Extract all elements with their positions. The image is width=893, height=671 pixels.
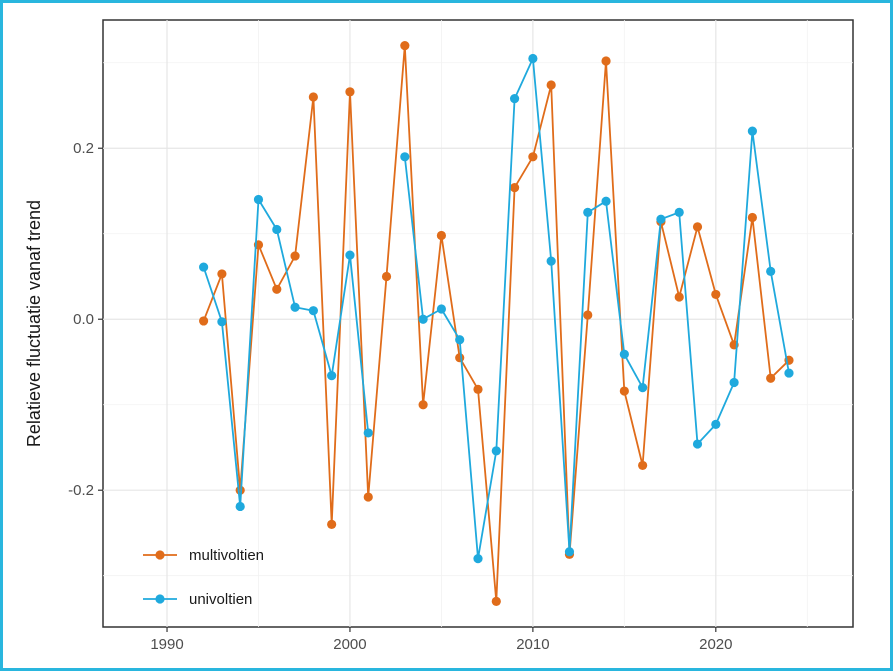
data-point-multivoltien bbox=[272, 284, 282, 294]
data-point-multivoltien bbox=[436, 230, 447, 241]
data-point-univoltien bbox=[418, 314, 428, 324]
data-point-univoltien bbox=[217, 317, 227, 327]
plot-panel bbox=[102, 19, 854, 628]
legend-item-univoltien: univoltien bbox=[143, 591, 252, 608]
data-point-univoltien bbox=[546, 256, 556, 266]
series-multivoltien bbox=[199, 41, 794, 606]
legend-label: univoltien bbox=[189, 591, 252, 608]
data-point-univoltien bbox=[528, 53, 538, 64]
data-point-multivoltien bbox=[711, 289, 721, 300]
data-point-multivoltien bbox=[327, 519, 337, 530]
x-tick-labels: 1990 2000 2010 2020 bbox=[150, 636, 732, 653]
data-point-multivoltien bbox=[363, 492, 373, 502]
data-point-multivoltien bbox=[455, 353, 465, 363]
data-point-multivoltien bbox=[308, 92, 318, 102]
series-univoltien bbox=[199, 53, 794, 564]
y-tick-label: -0.2 bbox=[68, 482, 94, 499]
legend-label: multivoltien bbox=[189, 547, 264, 564]
x-tick-label: 2000 bbox=[333, 636, 366, 653]
axis-ticks bbox=[98, 147, 717, 632]
data-point-univoltien bbox=[674, 207, 684, 217]
data-point-univoltien bbox=[583, 207, 593, 217]
grid-minor bbox=[103, 20, 853, 627]
y-tick-label: 0.2 bbox=[73, 140, 94, 157]
data-point-univoltien bbox=[491, 446, 501, 456]
data-point-univoltien bbox=[564, 547, 575, 557]
data-point-univoltien bbox=[308, 306, 318, 316]
data-point-multivoltien bbox=[601, 56, 611, 66]
data-point-univoltien bbox=[327, 371, 337, 381]
data-point-univoltien bbox=[766, 266, 776, 276]
data-point-multivoltien bbox=[473, 384, 483, 394]
y-axis-title: Relatieve fluctuatie vanaf trend bbox=[24, 200, 44, 447]
data-point-univoltien bbox=[455, 335, 465, 345]
data-point-multivoltien bbox=[583, 310, 593, 320]
data-point-univoltien bbox=[729, 377, 739, 388]
data-point-multivoltien bbox=[418, 400, 428, 410]
data-point-univoltien bbox=[711, 419, 721, 429]
data-point-multivoltien bbox=[692, 222, 703, 232]
x-tick-label: 1990 bbox=[150, 636, 183, 653]
data-point-univoltien bbox=[784, 368, 794, 378]
data-point-multivoltien bbox=[766, 373, 776, 383]
data-point-multivoltien bbox=[747, 212, 757, 223]
legend: multivoltien univoltien bbox=[143, 547, 264, 608]
data-point-univoltien bbox=[509, 94, 520, 104]
data-point-univoltien bbox=[436, 304, 447, 314]
data-point-multivoltien bbox=[400, 41, 410, 51]
series-line-univoltien bbox=[202, 57, 790, 560]
data-point-multivoltien bbox=[199, 316, 209, 326]
data-point-univoltien bbox=[272, 224, 282, 235]
data-point-univoltien bbox=[747, 126, 757, 136]
legend-item-multivoltien: multivoltien bbox=[143, 547, 264, 564]
y-tick-labels: -0.2 0.0 0.2 bbox=[68, 140, 94, 499]
data-point-univoltien bbox=[290, 302, 300, 312]
data-point-univoltien bbox=[473, 554, 483, 564]
series-layer bbox=[199, 41, 794, 606]
data-point-univoltien bbox=[199, 262, 209, 272]
data-point-univoltien bbox=[235, 501, 245, 512]
x-tick-label: 2010 bbox=[516, 636, 549, 653]
data-point-multivoltien bbox=[674, 292, 684, 302]
y-tick-label: 0.0 bbox=[73, 311, 94, 328]
grid-major bbox=[103, 20, 853, 627]
data-point-univoltien bbox=[400, 152, 410, 162]
legend-key-point bbox=[155, 550, 165, 560]
data-point-multivoltien bbox=[290, 251, 300, 261]
legend-key-point bbox=[155, 594, 165, 604]
data-point-univoltien bbox=[345, 250, 355, 260]
data-point-univoltien bbox=[638, 383, 648, 393]
data-point-multivoltien bbox=[528, 152, 538, 162]
data-point-univoltien bbox=[619, 349, 629, 359]
data-point-multivoltien bbox=[619, 386, 629, 396]
data-point-multivoltien bbox=[217, 269, 227, 279]
x-tick-label: 2020 bbox=[699, 636, 732, 653]
data-point-multivoltien bbox=[381, 271, 392, 282]
data-point-univoltien bbox=[363, 428, 373, 438]
data-point-multivoltien bbox=[546, 80, 556, 90]
data-point-univoltien bbox=[601, 196, 611, 206]
data-point-univoltien bbox=[692, 439, 703, 449]
data-point-multivoltien bbox=[509, 182, 520, 193]
data-point-multivoltien bbox=[345, 87, 355, 97]
data-point-univoltien bbox=[253, 194, 264, 205]
data-point-multivoltien bbox=[638, 460, 648, 471]
data-point-univoltien bbox=[656, 214, 666, 224]
data-point-multivoltien bbox=[491, 596, 501, 606]
